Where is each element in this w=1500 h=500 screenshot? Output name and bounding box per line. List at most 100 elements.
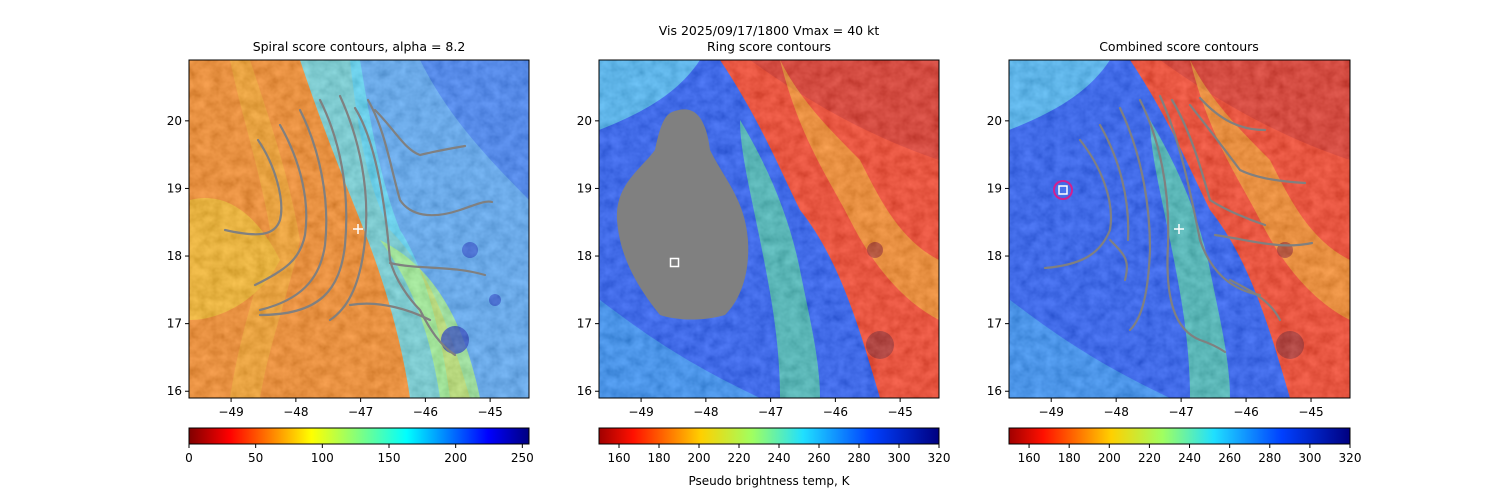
- colorbar-tick-label: 160: [608, 451, 631, 465]
- y-tick: 18: [167, 249, 189, 263]
- colorbar-tick-label: 160: [1018, 451, 1041, 465]
- y-tick: 17: [987, 317, 1009, 331]
- colorbar-tick: 260: [808, 444, 831, 465]
- y-tick: 20: [577, 114, 599, 128]
- x-tick: −47: [758, 398, 783, 419]
- y-tick: 17: [167, 317, 189, 331]
- colorbar-tick: 250: [511, 444, 534, 465]
- x-tick-label: −46: [413, 405, 438, 419]
- x-tick: −49: [218, 398, 244, 419]
- colorbar-tick-label: 200: [1098, 451, 1121, 465]
- colorbar-tick: 200: [444, 444, 467, 465]
- colorbar-tick-label: 0: [185, 451, 193, 465]
- colorbar-tick: 220: [1138, 444, 1161, 465]
- colorbar-tick: 180: [648, 444, 671, 465]
- colorbar-tick-label: 260: [808, 451, 831, 465]
- axes-frame: [598, 59, 940, 399]
- panel-title: Combined score contours: [1099, 39, 1259, 54]
- figure-suptitle: Vis 2025/09/17/1800 Vmax = 40 kt: [659, 23, 880, 38]
- colorbar-tick-label: 280: [848, 451, 871, 465]
- heatmap-image: [599, 60, 939, 398]
- x-tick-label: −47: [1168, 405, 1193, 419]
- colorbar-tick-label: 150: [378, 451, 401, 465]
- x-tick: −48: [283, 398, 309, 419]
- colorbar-tick-label: 220: [728, 451, 751, 465]
- x-tick-label: −45: [477, 405, 502, 419]
- combined-center-marker-square: [1058, 185, 1068, 195]
- colorbar-tick: 150: [378, 444, 401, 465]
- x-ticks: −49 −48 −47 −46 −45: [1039, 398, 1324, 419]
- colorbar-tick: 260: [1218, 444, 1241, 465]
- y-tick-label: 20: [167, 114, 182, 128]
- x-tick-label: −49: [218, 405, 243, 419]
- y-tick: 16: [577, 384, 599, 398]
- y-tick-label: 19: [577, 181, 592, 195]
- y-tick: 20: [987, 114, 1009, 128]
- x-tick: −45: [477, 398, 503, 419]
- y-tick-label: 18: [167, 249, 182, 263]
- panel-spiral: Spiral score contours, alpha = 8.2: [167, 39, 534, 465]
- colorbar-tick-label: 220: [1138, 451, 1161, 465]
- x-tick: −46: [823, 398, 848, 419]
- colorbar-tick-label: 260: [1218, 451, 1241, 465]
- x-tick: −45: [887, 398, 913, 419]
- panel-ring: Ring score contours −49 −48 −47 −46 −45 16 17…: [577, 39, 951, 488]
- x-tick-label: −49: [1039, 405, 1064, 419]
- y-tick-label: 18: [987, 249, 1002, 263]
- x-tick-label: −45: [887, 405, 912, 419]
- colorbar-tick: 100: [311, 444, 334, 465]
- x-tick-label: −47: [758, 405, 783, 419]
- ring-center-marker-square: [669, 257, 680, 268]
- y-tick: 16: [987, 384, 1009, 398]
- y-tick-label: 20: [987, 114, 1002, 128]
- colorbar-tick: 160: [1018, 444, 1041, 465]
- contour-lines: [1043, 94, 1314, 354]
- colorbar-tick-label: 320: [928, 451, 951, 465]
- y-tick: 17: [577, 317, 599, 331]
- colorbar-tick: 240: [768, 444, 790, 465]
- colorbar-tick-label: 300: [1298, 451, 1321, 465]
- colorbar: 160 180 200 220 240 260 280 300 320: [1008, 427, 1362, 465]
- y-tick-label: 16: [167, 384, 182, 398]
- colorbar: 160 180 200 220 240 260 280 300 320: [598, 427, 951, 465]
- y-tick: 20: [167, 114, 189, 128]
- x-tick: −45: [1298, 398, 1324, 419]
- colorbar-tick: 180: [1058, 444, 1081, 465]
- panel-combined: Combined score contours: [987, 39, 1362, 465]
- x-tick-label: −48: [283, 405, 308, 419]
- colorbar-tick: 220: [728, 444, 751, 465]
- x-tick: −47: [348, 398, 373, 419]
- y-ticks: 16 17 18 19 20: [987, 114, 1009, 398]
- x-tick: −47: [1168, 398, 1194, 419]
- y-tick-label: 17: [577, 317, 592, 331]
- colorbar: 0 50 100 150 200 250: [185, 427, 534, 465]
- colorbar-tick: 200: [1098, 444, 1121, 465]
- y-ticks: 16 17 18 19 20: [167, 114, 189, 398]
- y-tick-label: 17: [987, 317, 1002, 331]
- x-tick: −46: [413, 398, 438, 419]
- x-ticks: −49 −48 −47 −46 −45: [628, 398, 913, 419]
- colorbar-tick-label: 180: [648, 451, 671, 465]
- panel-title: Ring score contours: [707, 39, 831, 54]
- colorbar-tick-label: 280: [1258, 451, 1281, 465]
- x-tick: −49: [628, 398, 654, 419]
- x-tick-label: −46: [823, 405, 848, 419]
- colorbar-tick: 280: [1258, 444, 1281, 465]
- y-ticks: 16 17 18 19 20: [577, 114, 599, 398]
- colorbar-tick-label: 180: [1058, 451, 1081, 465]
- x-tick-label: −45: [1298, 405, 1323, 419]
- masked-region: [616, 109, 749, 320]
- colorbar-tick: 240: [1178, 444, 1201, 465]
- colorbar-tick: 300: [888, 444, 910, 465]
- colorbar-tick-label: 250: [511, 451, 534, 465]
- y-tick: 19: [167, 181, 189, 195]
- y-tick: 18: [987, 249, 1009, 263]
- y-tick-label: 19: [167, 181, 182, 195]
- y-tick: 19: [577, 181, 599, 195]
- y-tick-label: 16: [987, 384, 1002, 398]
- colorbar-tick-label: 320: [1339, 451, 1362, 465]
- x-tick-label: −47: [348, 405, 373, 419]
- colorbar-tick: 300: [1298, 444, 1321, 465]
- x-tick-label: −48: [693, 405, 718, 419]
